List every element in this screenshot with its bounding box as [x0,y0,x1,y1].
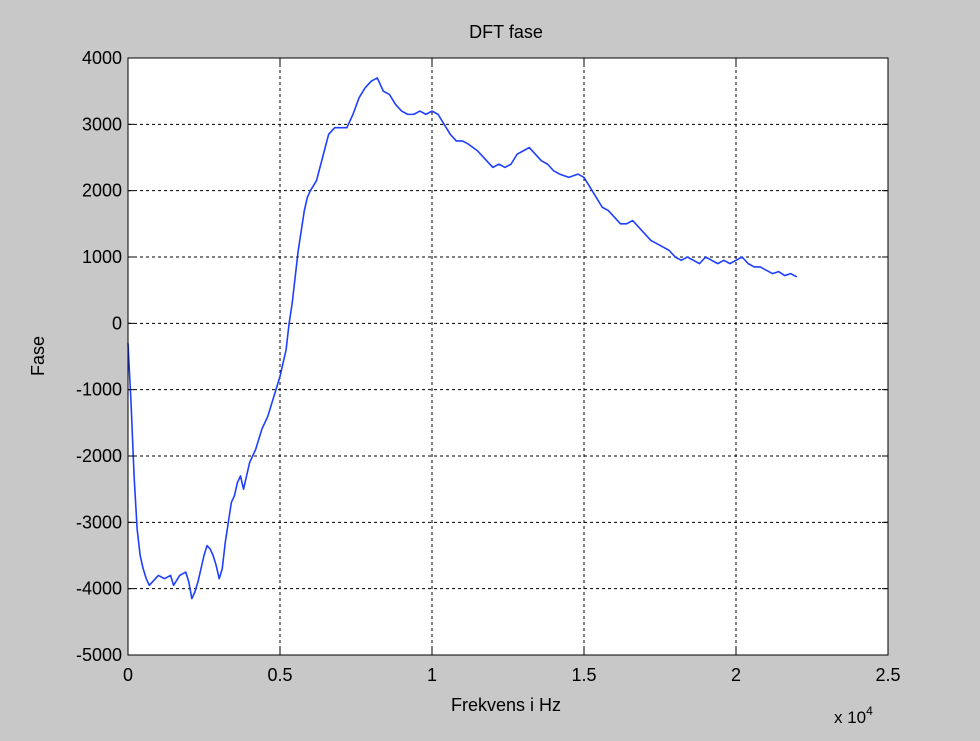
y-axis: -5000 -4000 -3000 -2000 -1000 0 1000 2000 3000 40… [76,48,888,665]
x-tick-label: 1.5 [571,665,596,685]
y-tick-label: 2000 [82,181,122,201]
x-tick-label: 2 [731,665,741,685]
grid [128,58,888,655]
plot-frame [127,57,889,656]
plot-area [128,58,888,655]
series-line [127,77,798,600]
x-tick-label: 0 [123,665,133,685]
y-tick-label: -2000 [76,446,122,466]
x-axis: 0 0.5 1 1.5 2 2.5 [123,58,901,685]
y-tick-label: -4000 [76,579,122,599]
x-tick-label: 1 [427,665,437,685]
x-tick-label: 2.5 [875,665,900,685]
y-tick-label: 1000 [82,247,122,267]
y-tick-label: 4000 [82,48,122,68]
y-tick-label: -5000 [76,645,122,665]
y-tick-label: -3000 [76,512,122,532]
x-multiplier-base: x 10 [834,708,866,727]
y-axis-label: Fase [28,336,48,376]
y-tick-label: 0 [112,313,122,333]
y-tick-label: -1000 [76,380,122,400]
x-multiplier-label: x 104 [834,704,873,727]
y-tick-label: 3000 [82,114,122,134]
x-tick-label: 0.5 [267,665,292,685]
x-multiplier-exponent: 4 [866,704,873,718]
chart-title: DFT fase [469,22,543,42]
x-axis-label: Frekvens i Hz [451,695,561,715]
